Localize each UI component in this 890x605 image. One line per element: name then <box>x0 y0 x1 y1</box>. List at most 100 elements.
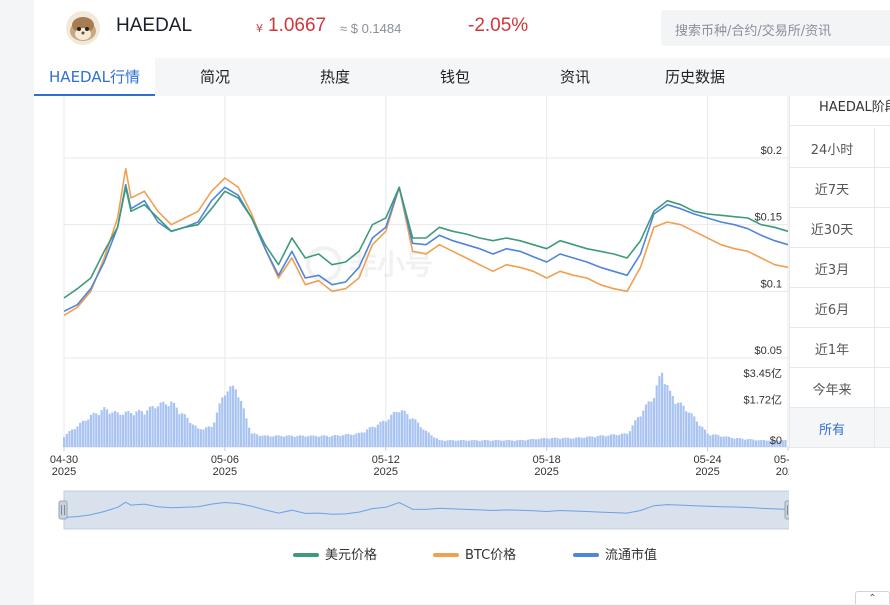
volume-bar <box>567 437 570 447</box>
tab-history[interactable]: 历史数据 <box>664 68 725 86</box>
volume-bar <box>320 435 323 447</box>
volume-bar <box>516 440 519 447</box>
x-tick-date: 05-06 <box>211 454 239 466</box>
volume-bar <box>765 440 768 447</box>
volume-bar <box>371 426 374 447</box>
tab-wallet[interactable]: 钱包 <box>439 68 470 86</box>
volume-bar <box>178 414 181 447</box>
volume-bar <box>124 411 127 447</box>
volume-bar <box>679 402 682 447</box>
price-lines <box>63 167 789 316</box>
tab-news[interactable]: 资讯 <box>559 68 590 86</box>
volume-bar <box>548 438 551 447</box>
volume-bar <box>355 433 358 447</box>
price-chart[interactable]: 非小号 $0.2 $0.15 $0.1 $0.05 $3.45亿 $1.72亿 $0 04-… <box>34 96 789 604</box>
volume-bar <box>210 427 213 447</box>
volume-bar <box>741 438 744 447</box>
volume-bar <box>663 384 666 447</box>
volume-bar <box>151 406 154 447</box>
period-option[interactable]: 近6月 <box>790 288 890 328</box>
navigator-line <box>63 501 789 518</box>
volume-bar <box>454 440 457 447</box>
volume-bar <box>615 435 618 447</box>
volume-bar <box>658 376 661 447</box>
volume-axis-label: $0 <box>770 435 782 447</box>
volume-bar <box>500 440 503 447</box>
volume-bar <box>427 432 430 447</box>
navigator-track <box>63 490 789 530</box>
volume-bar <box>443 440 446 447</box>
volume-bar <box>583 437 586 447</box>
volume-bar <box>368 427 371 447</box>
volume-bar <box>191 424 194 447</box>
volume-bar <box>561 438 564 447</box>
period-option[interactable]: 今年来 <box>790 368 890 408</box>
volume-bar <box>529 439 532 447</box>
navigator-handle <box>58 500 68 520</box>
page: HAEDAL ¥ 1.0667 ≈ $ 0.1484 -2.05% 搜索币种/合… <box>34 0 890 604</box>
volume-bar <box>146 410 149 447</box>
volume-bar <box>253 433 256 447</box>
volume-bar <box>352 434 355 447</box>
volume-bar <box>97 415 101 447</box>
tab-haedal-market[interactable]: HAEDAL行情 <box>34 58 155 96</box>
volume-bar <box>148 406 152 447</box>
volume-bar <box>778 440 782 447</box>
volume-bar <box>103 407 106 447</box>
volume-bar <box>553 437 556 447</box>
volume-bar <box>711 434 715 447</box>
volume-bar <box>63 437 66 447</box>
x-tick-year: 2025 <box>52 466 76 478</box>
price-usd: ≈ $ 0.1484 <box>340 21 402 36</box>
tab-heat[interactable]: 热度 <box>319 68 350 86</box>
volume-bar <box>698 425 701 447</box>
volume-bar <box>422 429 425 447</box>
volume-bar <box>545 438 548 447</box>
volume-bar <box>264 435 267 447</box>
volume-bar <box>183 414 186 447</box>
volume-bar <box>282 436 286 447</box>
search-input[interactable]: 搜索币种/合约/交易所/资讯 <box>661 10 890 46</box>
volume-bar <box>746 439 749 447</box>
volume-bar <box>357 432 361 447</box>
period-option[interactable]: 近30天 <box>790 208 890 248</box>
volume-bar <box>717 435 720 447</box>
volume-bar <box>701 426 704 447</box>
legend-btc-price[interactable]: BTC价格 <box>433 544 516 563</box>
period-option[interactable]: 24小时 <box>790 128 890 168</box>
volume-bar <box>419 427 422 447</box>
legend-usd-price[interactable]: 美元价格 <box>293 544 377 563</box>
volume-bar <box>135 411 138 447</box>
volume-bar <box>89 414 93 447</box>
coin-name: HAEDAL <box>116 15 193 36</box>
volume-bar <box>690 413 693 447</box>
volume-bar <box>762 440 766 447</box>
legend-swatch-usd <box>293 552 319 557</box>
volume-bar <box>312 435 315 447</box>
volume-bar <box>105 409 109 447</box>
volume-bar <box>572 438 575 447</box>
volume-bar <box>725 436 728 447</box>
volume-bar <box>84 420 87 447</box>
period-option[interactable]: 近3月 <box>790 248 890 288</box>
volume-bar <box>446 440 449 447</box>
volume-bar <box>374 427 377 447</box>
volume-bar <box>130 412 133 447</box>
period-option[interactable]: 近7天 <box>790 168 890 208</box>
volume-bar <box>752 439 755 447</box>
volume-bar <box>618 435 621 447</box>
period-option[interactable]: 所有 <box>790 408 890 448</box>
volume-bar <box>360 432 363 447</box>
volume-bar <box>489 440 492 447</box>
volume-bar <box>534 439 538 447</box>
volume-bar <box>100 410 103 447</box>
corner-button[interactable]: ⌃ <box>855 591 890 604</box>
volume-bar <box>470 440 473 447</box>
tab-overview[interactable]: 简况 <box>199 68 230 86</box>
legend-market-cap[interactable]: 流通市值 <box>573 544 657 563</box>
volume-bar <box>285 435 288 447</box>
volume-bar <box>524 440 527 447</box>
volume-bar <box>261 435 264 447</box>
volume-bar <box>636 417 640 447</box>
period-option[interactable]: 近1年 <box>790 328 890 368</box>
